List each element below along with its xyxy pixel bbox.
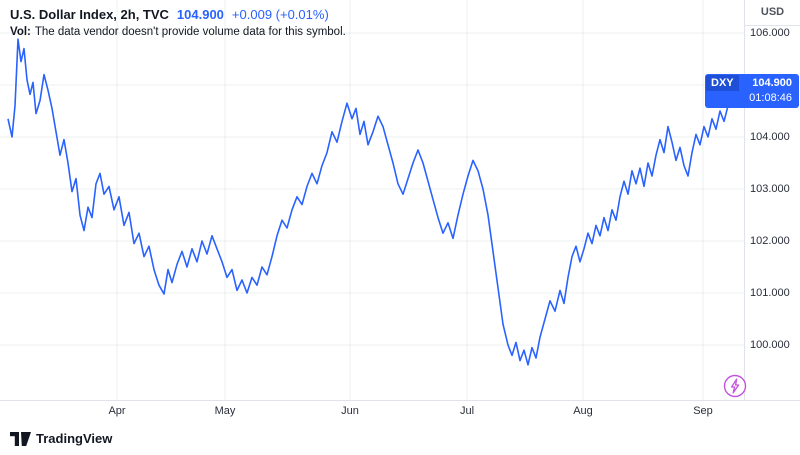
tradingview-logo-icon (10, 431, 31, 446)
chart-legend: U.S. Dollar Index, 2h, TVC 104.900 +0.00… (10, 7, 329, 22)
badge-countdown: 01:08:46 (749, 92, 792, 105)
price-change-value: +0.009 (+0.01%) (231, 7, 329, 22)
symbol-title[interactable]: U.S. Dollar Index, 2h, TVC (10, 7, 169, 22)
price-axis-label[interactable]: 101.000 (750, 287, 790, 299)
price-axis-label[interactable]: 102.000 (750, 235, 790, 247)
time-axis-label[interactable]: Jul (459, 405, 475, 417)
time-axis-label[interactable]: Apr (108, 405, 126, 417)
last-price-value: 104.900 (176, 7, 224, 22)
time-axis-label[interactable]: Aug (573, 405, 593, 417)
time-axis-label[interactable]: May (214, 405, 236, 417)
price-axis-label[interactable]: 100.000 (750, 339, 790, 351)
time-axis-label[interactable]: Jun (341, 405, 359, 417)
volume-indicator-row: Vol: The data vendor doesn't provide volu… (10, 26, 346, 38)
price-axis-label[interactable]: 104.000 (750, 131, 790, 143)
price-line-series[interactable] (7, 38, 746, 366)
lightning-button[interactable] (723, 374, 747, 398)
price-scale-currency[interactable]: USD (745, 0, 800, 26)
badge-symbol: DXY (706, 75, 739, 92)
last-price-badge[interactable]: DXY 104.900 01:08:46 (706, 75, 798, 108)
tradingview-wordmark: TradingView (36, 431, 113, 446)
tradingview-logo[interactable]: TradingView (10, 431, 112, 446)
price-axis-label[interactable]: 106.000 (750, 27, 790, 39)
badge-price: 104.900 (752, 77, 792, 90)
volume-message: The data vendor doesn't provide volume d… (34, 26, 346, 38)
lightning-icon (723, 374, 747, 398)
time-axis-label[interactable]: Sep (693, 405, 713, 417)
price-axis-label[interactable]: 103.000 (750, 183, 790, 195)
volume-label: Vol: (10, 26, 31, 38)
